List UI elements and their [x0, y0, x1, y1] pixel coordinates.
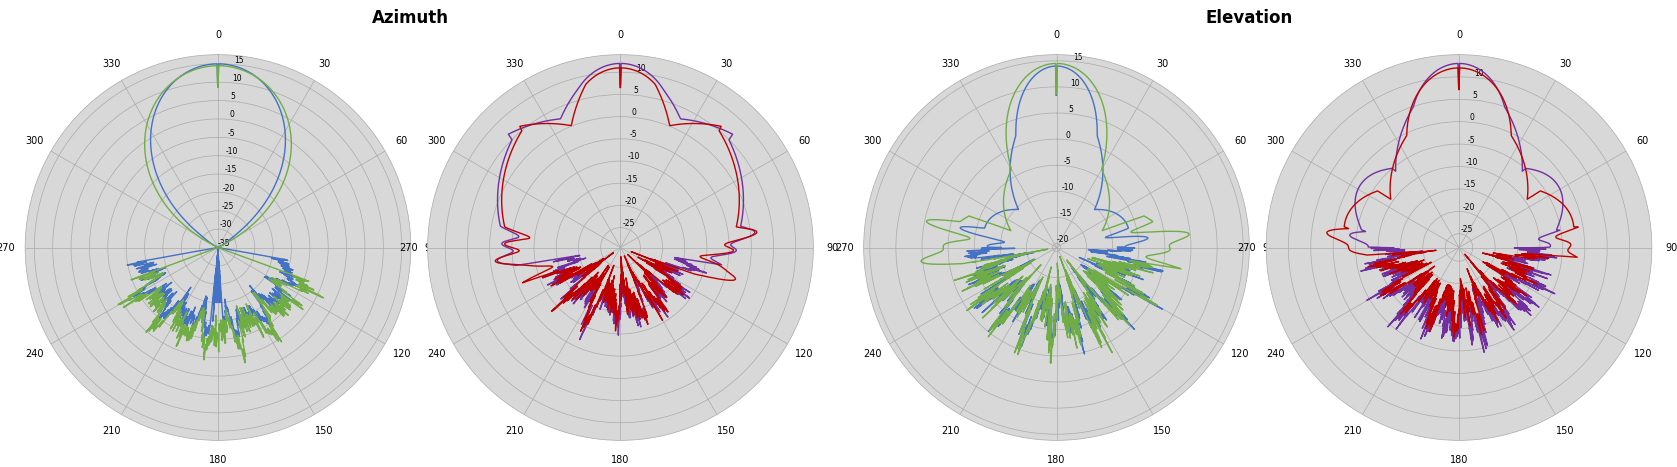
Text: Azimuth: Azimuth — [372, 9, 449, 28]
Text: Elevation: Elevation — [1206, 9, 1293, 28]
